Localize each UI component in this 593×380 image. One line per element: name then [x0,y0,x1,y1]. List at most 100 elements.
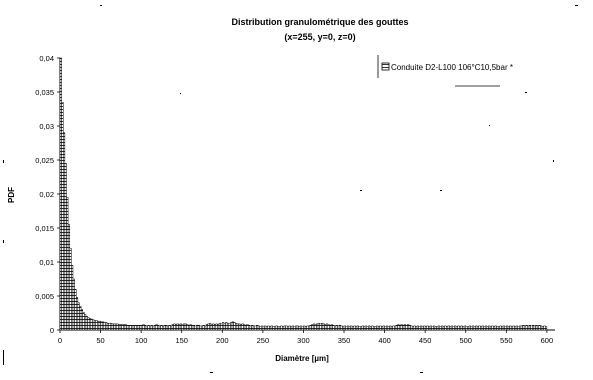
legend-swatch [381,62,390,71]
x-tick-label: 50 [96,336,104,345]
histogram-bar [183,323,186,331]
x-tick-label: 300 [297,336,310,345]
histogram-bar [105,322,108,331]
x-tick-label: 200 [216,336,229,345]
histogram-bar [408,324,411,331]
histogram-bar [512,325,515,331]
histogram-bar [347,325,350,331]
histogram-bar [364,325,367,331]
histogram-bar [61,101,64,331]
y-tick-label: 0,02 [39,190,54,199]
histogram-bar [342,326,345,331]
x-axis-label: Diamètre [µm] [275,354,329,363]
histogram-bar [491,325,494,331]
x-tick-label: 100 [135,336,148,345]
x-tick-label: 350 [338,336,351,345]
histogram-bar [303,325,306,331]
histogram-bar [199,325,202,331]
histogram-bar [429,325,432,331]
x-tick-label: 150 [175,336,188,345]
histogram-bar [418,326,421,331]
histogram-bar [171,324,174,331]
histogram-bar [402,324,405,331]
x-tick-label: 400 [378,336,391,345]
histogram-bar [293,326,296,331]
histogram-bar [254,325,257,331]
y-ticks-group: 0 0,005 0,01 0,015 0,02 0,025 0,03 0,035 0,04 [35,54,60,335]
histogram-bar [127,324,131,331]
histogram-bar [473,326,476,331]
histogram-bar [480,326,483,331]
histogram-bar [528,324,531,331]
histogram-bar [457,325,460,331]
histogram-bar [397,324,400,331]
speck [553,160,554,162]
chart-title: Distribution granulométrique des gouttes [231,17,408,27]
speck [360,190,362,191]
x-tick-label: 250 [257,336,270,345]
histogram-bar [282,326,285,331]
histogram-bar [270,325,273,331]
histogram-bar [463,325,466,331]
histogram-bar [523,325,527,331]
speck [3,160,4,163]
histogram-bar [215,323,218,331]
histogram-bar [166,325,169,331]
y-tick-label: 0,035 [35,88,54,97]
histogram-bar [540,325,543,331]
histogram-bar [468,325,471,331]
histogram-bar [155,324,158,331]
y-tick-label: 0,005 [35,292,54,301]
histogram-bar [121,324,124,331]
histogram-bar [385,325,389,331]
histogram-bar [314,324,317,331]
histogram-bar [325,323,329,331]
speck [420,372,423,373]
histogram-bar [374,326,377,331]
histogram-bar [337,325,340,331]
histogram-bar [441,325,444,331]
speck [3,240,4,243]
speck [575,5,578,6]
histogram-bar [259,326,262,331]
histogram-bar [160,324,163,331]
x-tick-label: 0 [58,336,62,345]
y-tick-label: 0,01 [39,258,54,267]
histogram-bar [424,326,428,331]
histogram-bar [243,324,246,331]
histogram-bar [353,325,356,331]
histogram-bar [358,326,361,331]
plot-frame [59,58,555,331]
y-tick-label: 0,03 [39,122,54,131]
speck [489,125,490,126]
histogram-bar [535,324,538,331]
chart-subtitle: (x=255, y=0, z=0) [284,32,355,42]
y-tick-label: 0 [50,326,54,335]
histogram-bar [436,326,439,331]
histogram-bar [176,323,179,331]
histogram-bar [204,325,207,331]
histogram-bar [496,326,499,331]
histogram-bar [501,326,504,331]
histogram-bar [226,322,230,331]
histogram-bar [275,325,278,331]
histogram-bar [330,324,333,331]
histogram-bar [67,224,70,331]
speck [3,350,4,365]
histogram-bar [187,324,191,331]
histogram-bar [95,320,98,331]
histogram-bar [446,326,449,331]
speck [100,5,102,6]
histogram-bar [231,321,234,331]
histogram-bar [265,326,268,331]
histogram-bar [220,323,223,331]
histogram-bar [319,323,322,331]
histogram-bar [507,326,510,331]
histogram-bar [452,326,455,331]
y-axis-label: PDF [7,187,16,203]
histogram-bar [248,324,251,331]
y-tick-label: 0,015 [35,224,54,233]
histogram-bar [369,326,372,331]
